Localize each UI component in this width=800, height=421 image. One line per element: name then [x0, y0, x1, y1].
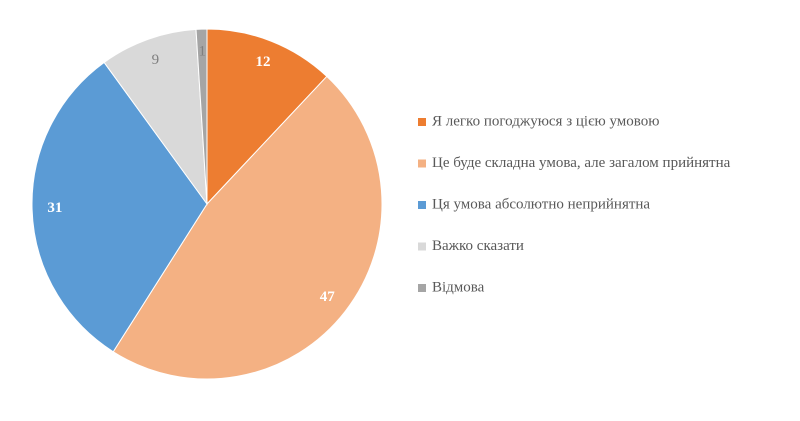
legend-label: Важко сказати: [432, 238, 524, 254]
data-label: 31: [47, 200, 62, 216]
pie-slice: [112, 75, 383, 380]
legend-swatch: [418, 201, 426, 209]
data-label: 1: [198, 43, 206, 59]
data-label: 12: [256, 54, 271, 70]
legend-label: Я легко погоджуюся з цією умовою: [432, 113, 659, 129]
legend-label: Ця умова абсолютно неприйнятна: [432, 196, 650, 212]
legend-swatch: [418, 118, 426, 126]
legend-swatch: [418, 242, 426, 251]
pie-slice: [195, 28, 208, 205]
pie-slice: [31, 61, 208, 353]
pie-slice: [206, 28, 328, 206]
legend-label: Відмова: [432, 279, 485, 295]
pie-slice: [103, 28, 208, 206]
data-label: 47: [320, 289, 336, 305]
legend-swatch: [418, 284, 426, 292]
legend-swatch: [418, 159, 426, 168]
legend-label: Це буде складна умова, але загалом прийн…: [432, 155, 731, 171]
data-label: 9: [152, 52, 160, 68]
